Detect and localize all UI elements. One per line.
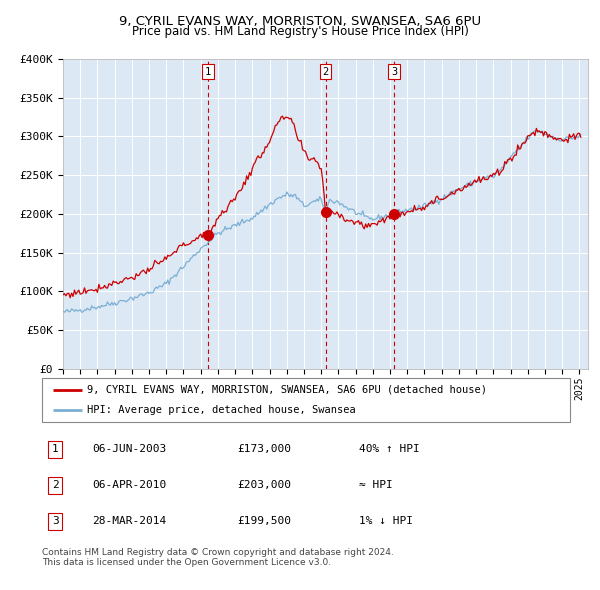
Text: 1: 1: [52, 444, 59, 454]
Text: 06-APR-2010: 06-APR-2010: [92, 480, 166, 490]
Text: 2: 2: [323, 67, 329, 77]
Text: ≈ HPI: ≈ HPI: [359, 480, 392, 490]
Text: 28-MAR-2014: 28-MAR-2014: [92, 516, 166, 526]
Text: This data is licensed under the Open Government Licence v3.0.: This data is licensed under the Open Gov…: [42, 558, 331, 566]
Text: 9, CYRIL EVANS WAY, MORRISTON, SWANSEA, SA6 6PU: 9, CYRIL EVANS WAY, MORRISTON, SWANSEA, …: [119, 15, 481, 28]
Text: 9, CYRIL EVANS WAY, MORRISTON, SWANSEA, SA6 6PU (detached house): 9, CYRIL EVANS WAY, MORRISTON, SWANSEA, …: [87, 385, 487, 395]
Text: 3: 3: [52, 516, 59, 526]
Text: £173,000: £173,000: [238, 444, 292, 454]
Text: 2: 2: [52, 480, 59, 490]
Text: Contains HM Land Registry data © Crown copyright and database right 2024.: Contains HM Land Registry data © Crown c…: [42, 548, 394, 556]
Text: 40% ↑ HPI: 40% ↑ HPI: [359, 444, 419, 454]
Text: 3: 3: [391, 67, 397, 77]
Text: £199,500: £199,500: [238, 516, 292, 526]
Text: Price paid vs. HM Land Registry's House Price Index (HPI): Price paid vs. HM Land Registry's House …: [131, 25, 469, 38]
Text: 06-JUN-2003: 06-JUN-2003: [92, 444, 166, 454]
Text: 1% ↓ HPI: 1% ↓ HPI: [359, 516, 413, 526]
Text: HPI: Average price, detached house, Swansea: HPI: Average price, detached house, Swan…: [87, 405, 356, 415]
Text: 1: 1: [205, 67, 211, 77]
FancyBboxPatch shape: [42, 378, 570, 422]
Text: £203,000: £203,000: [238, 480, 292, 490]
